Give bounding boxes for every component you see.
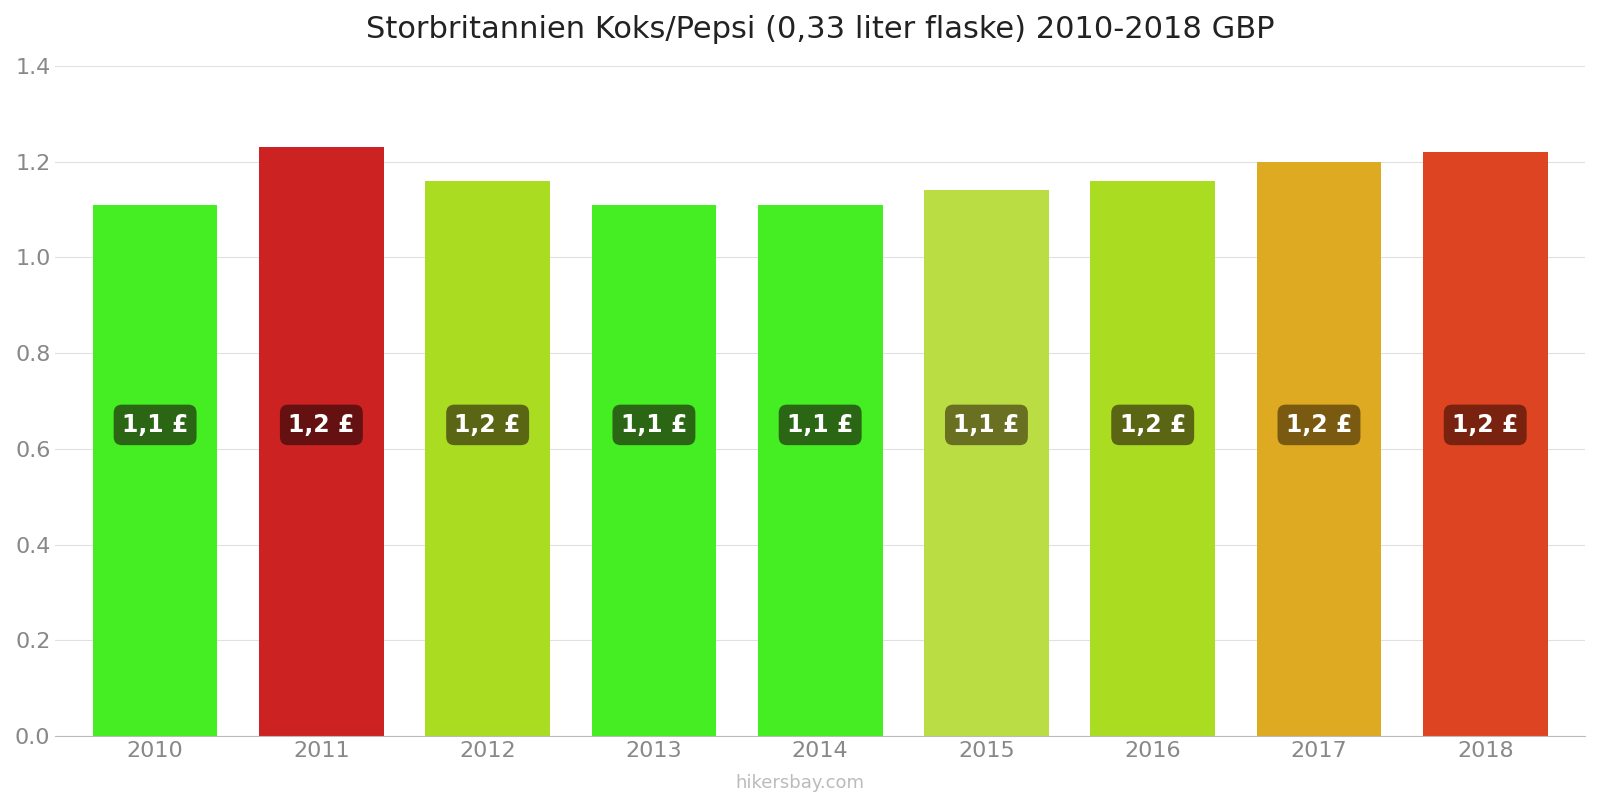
Bar [426,181,550,736]
Text: 1,1 £: 1,1 £ [122,413,189,437]
Text: 1,2 £: 1,2 £ [1120,413,1186,437]
Bar [93,205,218,736]
Text: 1,1 £: 1,1 £ [621,413,686,437]
Text: 1,2 £: 1,2 £ [288,413,355,437]
Bar [259,147,384,736]
Text: hikersbay.com: hikersbay.com [736,774,864,792]
Text: 1,1 £: 1,1 £ [787,413,853,437]
Bar [925,190,1048,736]
Text: 1,2 £: 1,2 £ [1286,413,1352,437]
Bar [1422,152,1547,736]
Text: 1,2 £: 1,2 £ [454,413,522,437]
Title: Storbritannien Koks/Pepsi (0,33 liter flaske) 2010-2018 GBP: Storbritannien Koks/Pepsi (0,33 liter fl… [366,15,1275,44]
Bar [758,205,883,736]
Bar [592,205,717,736]
Bar [1256,162,1381,736]
Bar [1090,181,1214,736]
Text: 1,2 £: 1,2 £ [1453,413,1518,437]
Text: 1,1 £: 1,1 £ [954,413,1019,437]
